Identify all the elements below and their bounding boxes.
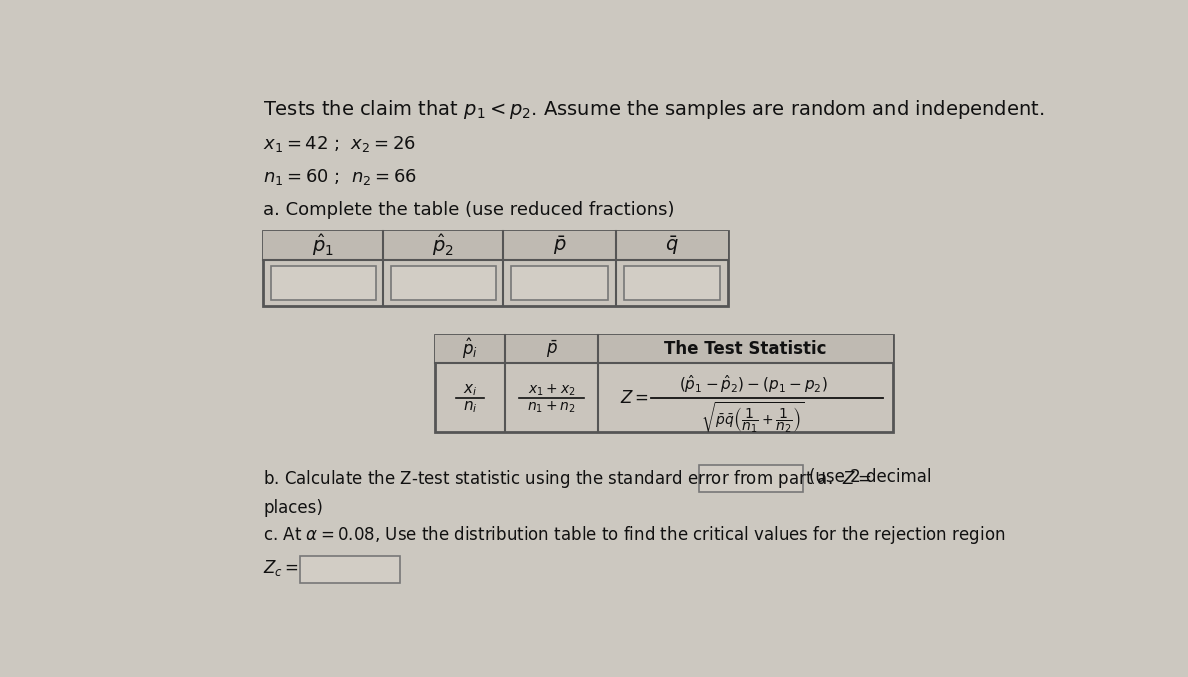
Text: $x_i$: $x_i$ bbox=[463, 382, 478, 398]
Bar bbox=[435, 335, 892, 363]
Text: $\bar{q}$: $\bar{q}$ bbox=[665, 234, 678, 257]
Text: $n_1 = 60$ ;  $n_2 = 66$: $n_1 = 60$ ; $n_2 = 66$ bbox=[264, 167, 417, 188]
Bar bbox=[511, 266, 608, 300]
Text: $Z =$: $Z =$ bbox=[620, 389, 649, 407]
Text: places): places) bbox=[264, 498, 323, 517]
Text: $\bar{p}$: $\bar{p}$ bbox=[545, 338, 557, 360]
Bar bbox=[271, 266, 375, 300]
Text: $x_1 = 42$ ;  $x_2 = 26$: $x_1 = 42$ ; $x_2 = 26$ bbox=[264, 133, 416, 154]
Text: a. Complete the table (use reduced fractions): a. Complete the table (use reduced fract… bbox=[264, 201, 675, 219]
Text: $n_1 + n_2$: $n_1 + n_2$ bbox=[527, 399, 576, 414]
Bar bbox=[624, 266, 720, 300]
Text: The Test Statistic: The Test Statistic bbox=[664, 341, 827, 358]
Text: $x_1 + x_2$: $x_1 + x_2$ bbox=[527, 383, 575, 397]
Bar bbox=[264, 231, 728, 260]
Bar bbox=[264, 231, 728, 306]
Text: $\hat{p}_1$: $\hat{p}_1$ bbox=[312, 232, 334, 258]
Bar bbox=[299, 556, 400, 582]
Text: (use 2 decimal: (use 2 decimal bbox=[809, 468, 931, 486]
Bar bbox=[391, 266, 495, 300]
Text: Tests the claim that $p_1 < p_2$. Assume the samples are random and independent.: Tests the claim that $p_1 < p_2$. Assume… bbox=[264, 98, 1044, 121]
Text: b. Calculate the Z-test statistic using the standard error from part a.  $Z =$: b. Calculate the Z-test statistic using … bbox=[264, 468, 872, 489]
Text: $Z_c =$: $Z_c =$ bbox=[264, 558, 299, 578]
Text: $\hat{p}_i$: $\hat{p}_i$ bbox=[462, 337, 478, 362]
Bar bbox=[699, 464, 803, 492]
Bar bbox=[435, 335, 892, 433]
Text: $\sqrt{\bar{p}\bar{q}\left(\dfrac{1}{n_1} + \dfrac{1}{n_2}\right)}$: $\sqrt{\bar{p}\bar{q}\left(\dfrac{1}{n_1… bbox=[701, 400, 804, 435]
Text: $\hat{p}_2$: $\hat{p}_2$ bbox=[432, 232, 454, 258]
Text: $n_i$: $n_i$ bbox=[463, 399, 478, 415]
Text: $(\hat{p}_1 - \hat{p}_2) - (p_1 - p_2)$: $(\hat{p}_1 - \hat{p}_2) - (p_1 - p_2)$ bbox=[678, 373, 827, 395]
Text: $\bar{p}$: $\bar{p}$ bbox=[552, 234, 567, 257]
Text: c. At $\alpha = 0.08$, Use the distribution table to find the critical values fo: c. At $\alpha = 0.08$, Use the distribut… bbox=[264, 524, 1005, 546]
